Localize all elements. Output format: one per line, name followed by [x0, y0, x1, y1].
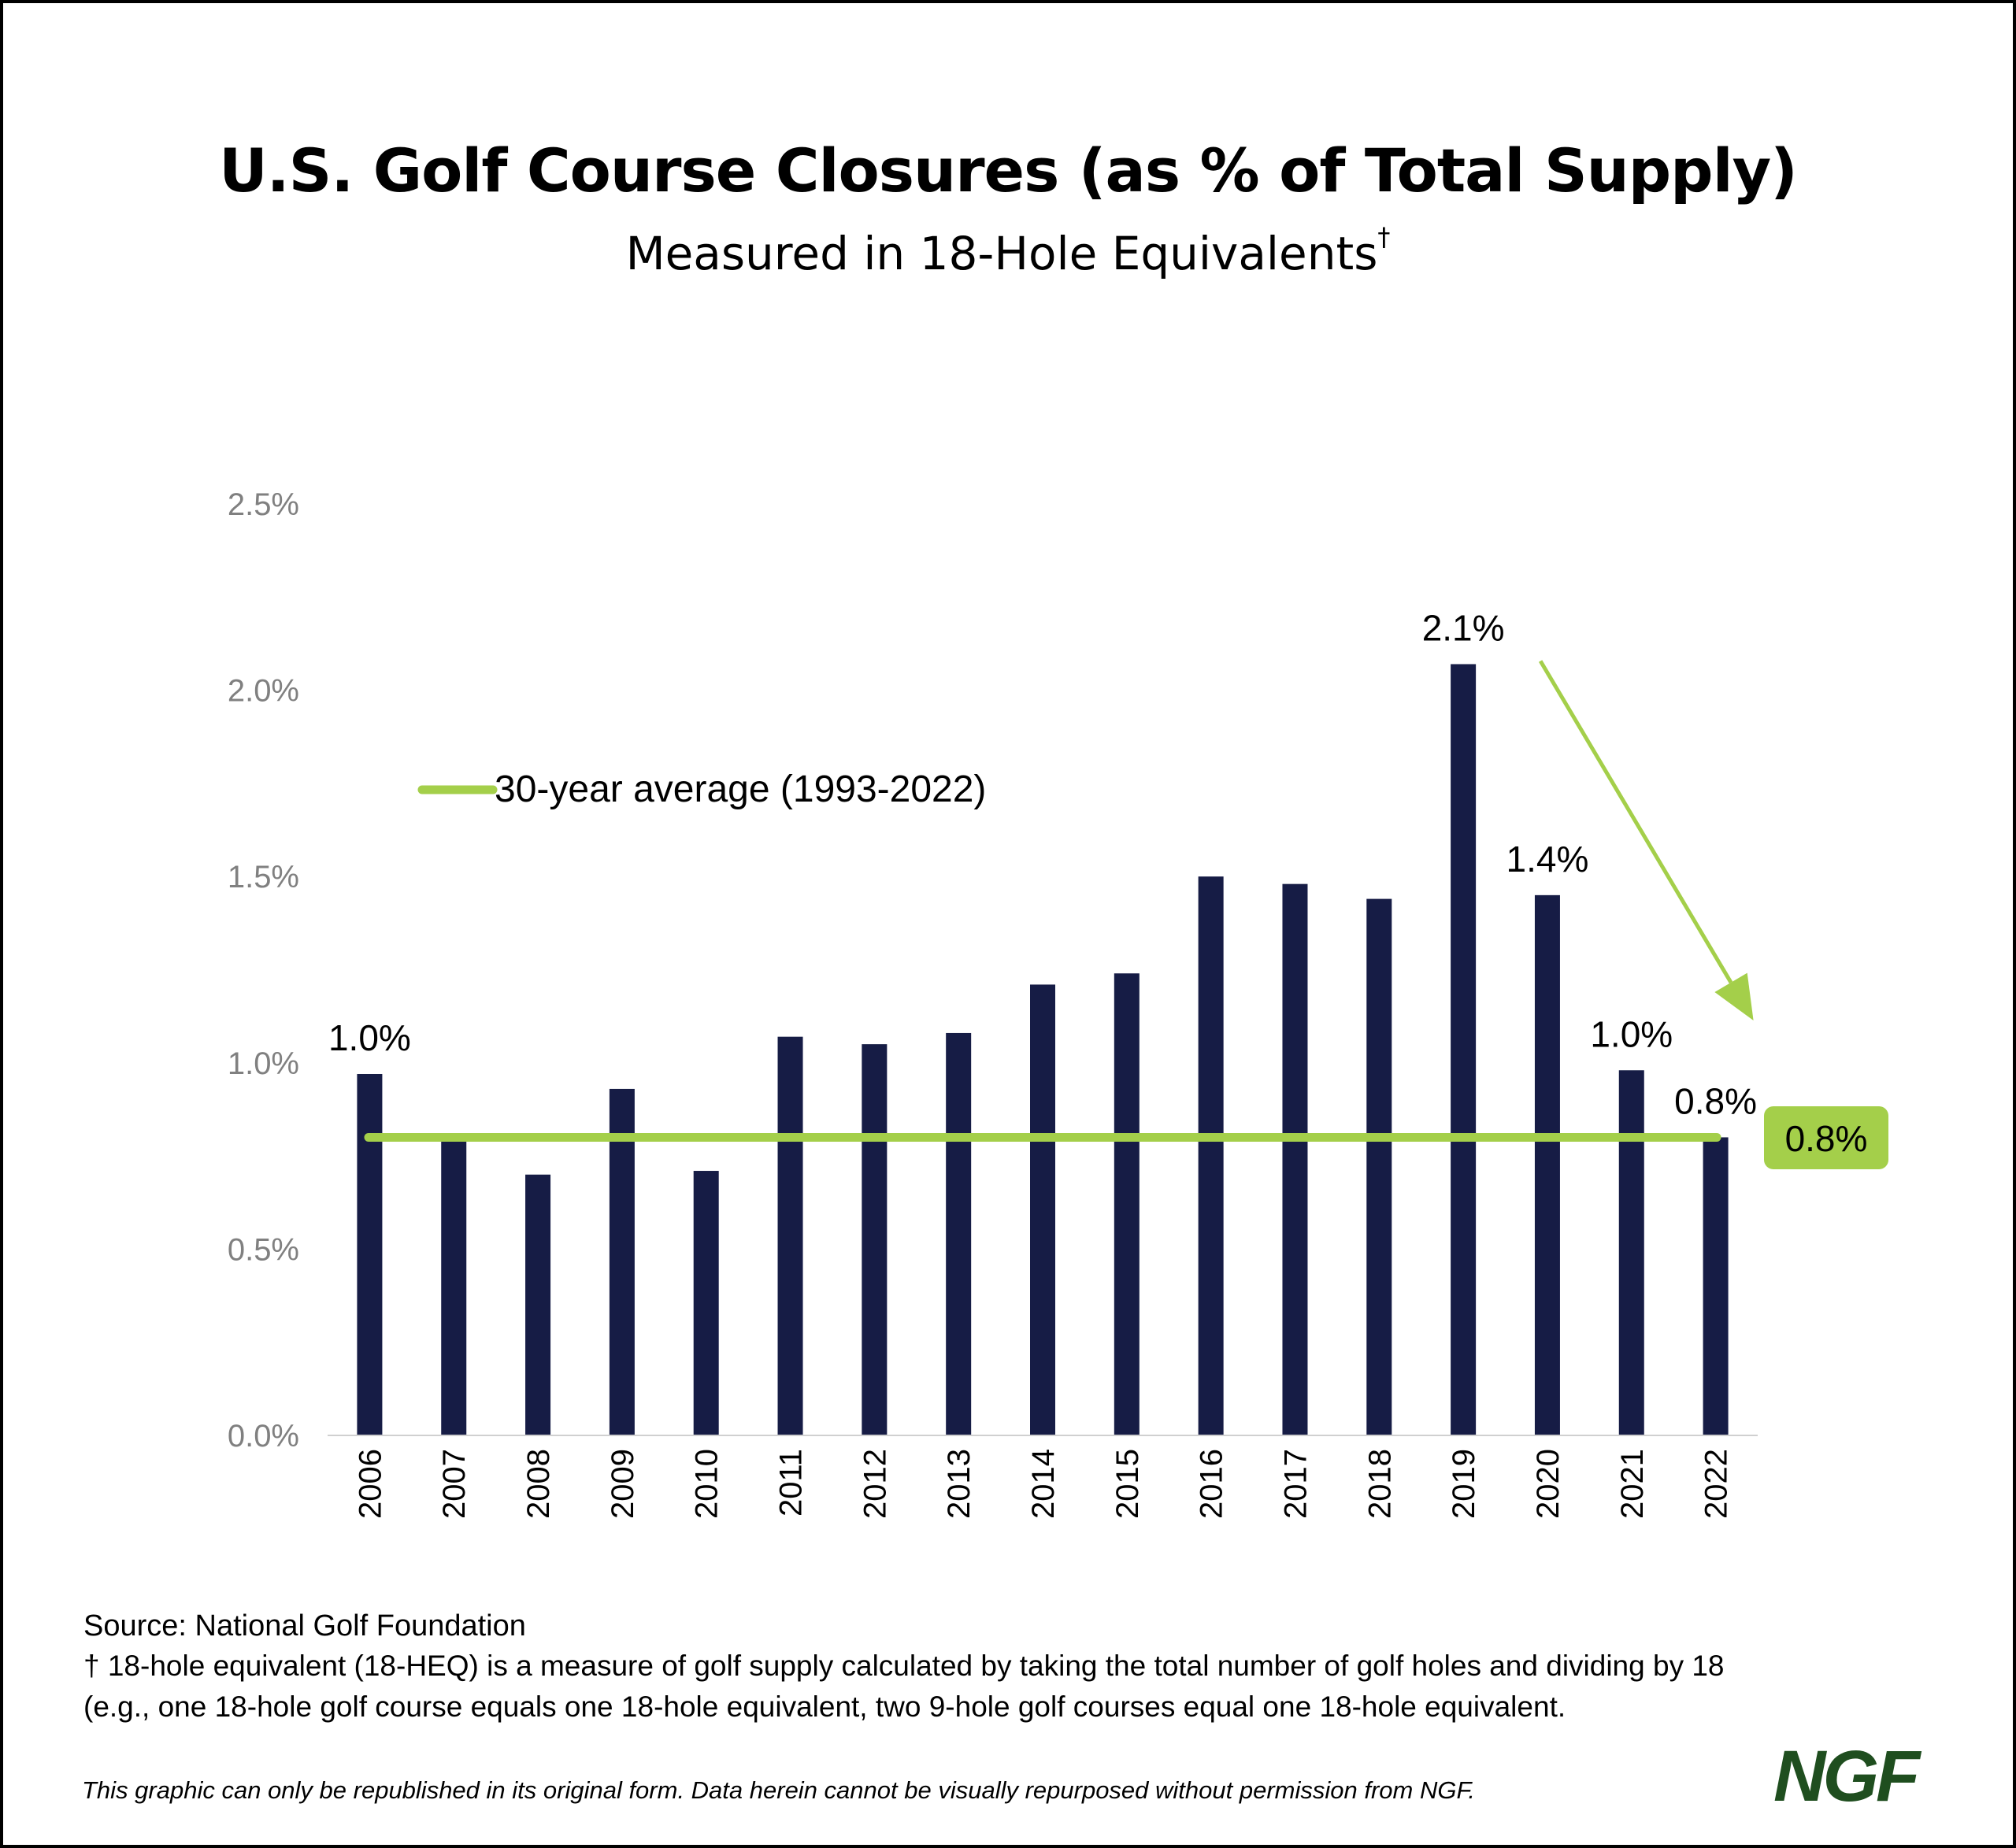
bar: [1366, 898, 1392, 1435]
x-tick-label: 2008: [521, 1449, 556, 1519]
bar: [1703, 1137, 1729, 1435]
chart-subtitle: Measured in 18-Hole Equivalents†: [0, 222, 2016, 280]
ngf-logo: NGF: [1773, 1736, 1920, 1817]
subtitle-text: Measured in 18-Hole Equivalents: [625, 227, 1378, 280]
x-tick-label: 2013: [942, 1449, 976, 1519]
x-tick-label: 2016: [1195, 1449, 1229, 1519]
x-tick-label: 2015: [1110, 1449, 1145, 1519]
trend-arrow-shaft: [1538, 660, 1733, 984]
average-badge: [1764, 1106, 1888, 1169]
x-tick-label: 2007: [437, 1449, 472, 1519]
data-label: 0.8%: [1674, 1080, 1757, 1121]
y-tick-label: 1.0%: [228, 1046, 299, 1081]
x-tick-label: 2012: [858, 1449, 892, 1519]
data-label: 1.0%: [1590, 1013, 1673, 1054]
x-tick-label: 2009: [606, 1449, 640, 1519]
x-tick-label: 2019: [1447, 1449, 1481, 1519]
x-tick-label: 2017: [1278, 1449, 1313, 1519]
x-tick-label: 2010: [690, 1449, 724, 1519]
bar: [1618, 1070, 1644, 1435]
subtitle-dagger: †: [1377, 222, 1391, 252]
x-tick-label: 2011: [774, 1449, 809, 1517]
y-tick-label: 0.5%: [228, 1232, 299, 1267]
data-label: 2.1%: [1422, 607, 1505, 648]
bar: [1114, 973, 1140, 1435]
bar: [862, 1044, 888, 1435]
bar: [1534, 894, 1560, 1435]
x-tick-label: 2006: [353, 1449, 387, 1519]
bar: [357, 1073, 383, 1435]
legend-label: 30-year average (1993-2022): [495, 768, 986, 810]
notes: Source: National Golf Foundation † 18-ho…: [83, 1606, 1777, 1728]
y-tick-label: 1.5%: [228, 860, 299, 894]
y-tick-label: 2.5%: [228, 487, 299, 522]
chart-title: U.S. Golf Course Closures (as % of Total…: [219, 135, 1798, 206]
x-tick-label: 2014: [1026, 1449, 1061, 1519]
x-tick-label: 2018: [1362, 1449, 1397, 1519]
bar: [1282, 883, 1308, 1435]
x-tick-label: 2020: [1531, 1449, 1566, 1519]
average-badge-label: 0.8%: [1785, 1118, 1868, 1159]
y-tick-label: 2.0%: [228, 674, 299, 709]
footnote: † 18-hole equivalent (18-HEQ) is a measu…: [83, 1650, 1725, 1723]
data-label: 1.0%: [328, 1017, 411, 1058]
disclaimer: This graphic can only be republished in …: [82, 1776, 1476, 1804]
bar: [609, 1088, 635, 1435]
bar: [946, 1032, 972, 1435]
bar: [441, 1137, 467, 1435]
bar: [1030, 984, 1055, 1435]
x-tick-label: 2021: [1615, 1449, 1650, 1519]
bar: [777, 1036, 803, 1435]
trend-arrow-head: [1714, 972, 1754, 1020]
bar: [1451, 664, 1477, 1435]
bar: [525, 1174, 551, 1435]
bar: [693, 1171, 719, 1435]
source-note: Source: National Golf Foundation: [83, 1609, 526, 1642]
y-tick-label: 0.0%: [228, 1419, 299, 1454]
data-label: 1.4%: [1506, 839, 1589, 880]
bar: [1198, 876, 1224, 1435]
x-tick-label: 2022: [1699, 1449, 1734, 1519]
